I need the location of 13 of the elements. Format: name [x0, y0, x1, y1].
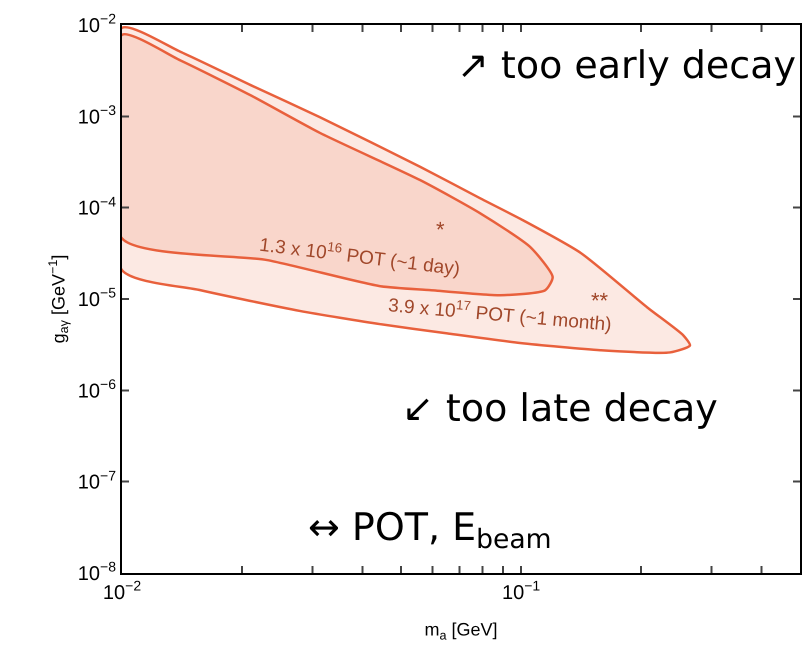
x-axis-title: m$_{a}$ [GeV] [424, 620, 498, 642]
y-tick-label: 10$^{−5}$ [78, 284, 116, 311]
annotation: ↔ POT, E$_{beam}$ [308, 505, 552, 555]
annotation: ↗ too early decay [457, 43, 796, 87]
y-tick-label: 10$^{−2}$ [78, 10, 116, 37]
annotation: ** [591, 288, 609, 313]
y-tick-label: 10$^{−6}$ [78, 376, 116, 402]
annotation: ↙ too late decay [402, 386, 718, 430]
y-tick-label: 10$^{−8}$ [78, 558, 116, 585]
y-tick-label: 10$^{−3}$ [78, 102, 116, 128]
y-tick-label: 10$^{−7}$ [78, 467, 116, 494]
x-tick-label: 10$^{−1}$ [502, 578, 540, 604]
y-tick-label: 10$^{−4}$ [78, 193, 116, 220]
